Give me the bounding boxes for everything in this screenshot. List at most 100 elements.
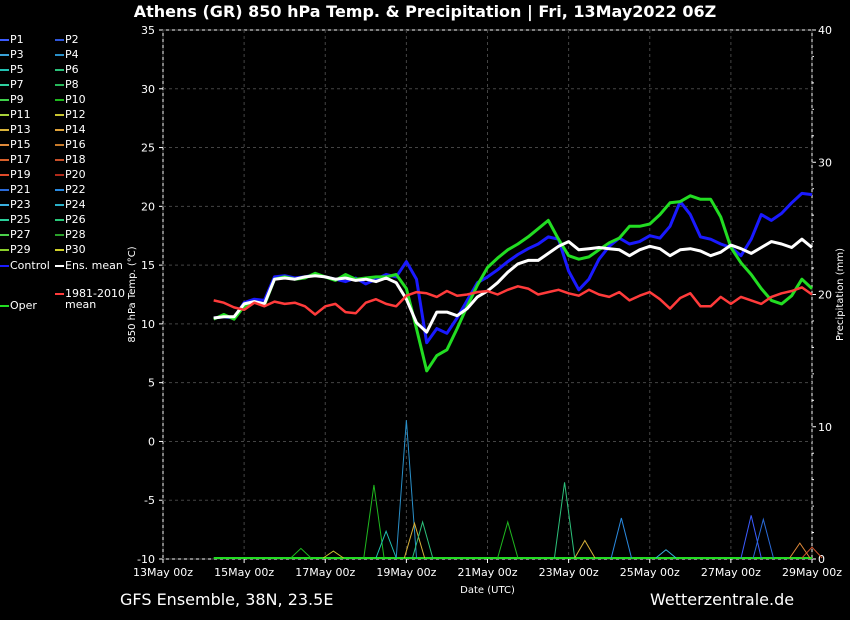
precip-spike [375,529,397,559]
legend-swatch [0,265,9,267]
legend-label: P13 [10,123,31,136]
legend-swatch [0,189,9,191]
legend-swatch [0,69,9,71]
y2-tick-label: 10 [818,421,832,434]
y-tick-label: -5 [144,494,155,507]
legend-item: P29 [0,244,31,255]
series-line [213,285,813,316]
legend-label: P4 [65,48,79,61]
legend-swatch [55,219,64,221]
series-line [213,237,813,334]
legend-item: P23 [0,199,31,210]
x-tick-label: 25May 00z [620,566,680,579]
y-axis-label: 850 hPa Temp. (°C) [127,246,138,342]
legend-item: P19 [0,169,31,180]
legend-label: P24 [65,198,86,211]
legend-label: Oper [10,299,37,312]
y2-tick-label: 30 [818,156,832,169]
legend-label: P17 [10,153,31,166]
legend-item: P18 [55,154,86,165]
legend-label: P5 [10,63,24,76]
legend-item: P4 [55,49,79,60]
legend-item: 1981-2010 mean [55,288,125,310]
legend-label: 1981-2010 mean [65,287,125,311]
legend-label: P30 [65,243,86,256]
legend-item: P11 [0,109,31,120]
legend-item: P26 [55,214,86,225]
legend-item: Oper [0,300,37,311]
legend-item: P30 [55,244,86,255]
legend-swatch [0,99,9,101]
legend-label: P2 [65,33,79,46]
chart-title: Athens (GR) 850 hPa Temp. & Precipitatio… [133,2,717,21]
y-tick-label: 30 [141,83,155,96]
legend-swatch [55,174,64,176]
legend-item: P10 [55,94,86,105]
legend-item: P24 [55,199,86,210]
legend-item: P3 [0,49,24,60]
x-tick-label: 23May 00z [539,566,599,579]
legend-label: P16 [65,138,86,151]
legend-item: P16 [55,139,86,150]
legend-swatch [55,293,64,295]
legend-label: P1 [10,33,24,46]
legend-swatch [0,174,9,176]
precip-spike [363,484,385,559]
legend-label: P8 [65,78,79,91]
y-tick-label: 20 [141,200,155,213]
legend-swatch [55,114,64,116]
legend-swatch [55,39,64,41]
legend-label: P19 [10,168,31,181]
precip-spike [290,547,312,559]
y-tick-label: 15 [141,259,155,272]
legend-label: P15 [10,138,31,151]
legend-item: P28 [55,229,86,240]
legend-label: P23 [10,198,31,211]
legend-label: Control [10,259,50,272]
legend-swatch [55,204,64,206]
legend-swatch [0,249,9,251]
legend-label: P29 [10,243,31,256]
precip-spike [789,542,811,559]
legend-item: P15 [0,139,31,150]
legend-swatch [0,84,9,86]
legend-label: Ens. mean [65,259,123,272]
y-tick-label: 35 [141,24,155,37]
legend-swatch [55,249,64,251]
x-tick-label: 27May 00z [701,566,761,579]
x-tick-label: 17May 00z [295,566,355,579]
precip-spike [497,520,519,559]
x-tick-label: 15May 00z [214,566,274,579]
legend-label: P20 [65,168,86,181]
legend-item: P13 [0,124,31,135]
precip-spike [610,517,632,559]
legend-swatch [0,305,9,307]
precip-spike [574,539,596,559]
series-line [213,194,814,373]
x-axis-label: Date (UTC) [460,585,515,596]
legend-item: P2 [55,34,79,45]
legend-item: P22 [55,184,86,195]
x-tick-label: 21May 00z [457,566,517,579]
legend-item: P17 [0,154,31,165]
y2-tick-label: 0 [818,553,825,566]
legend-label: P11 [10,108,31,121]
precip-spike [403,521,426,559]
legend-swatch [55,54,64,56]
legend-swatch [0,39,9,41]
legend-item: P25 [0,214,31,225]
legend-item: P1 [0,34,24,45]
legend-label: P3 [10,48,24,61]
legend-item: P21 [0,184,31,195]
legend-item: P8 [55,79,79,90]
legend-swatch [0,54,9,56]
legend-label: P26 [65,213,86,226]
legend-swatch [0,114,9,116]
x-tick-label: 13May 00z [133,566,193,579]
legend-swatch [0,129,9,131]
legend-swatch [55,144,64,146]
legend-label: P14 [65,123,86,136]
legend-item: P7 [0,79,24,90]
legend-label: P22 [65,183,86,196]
